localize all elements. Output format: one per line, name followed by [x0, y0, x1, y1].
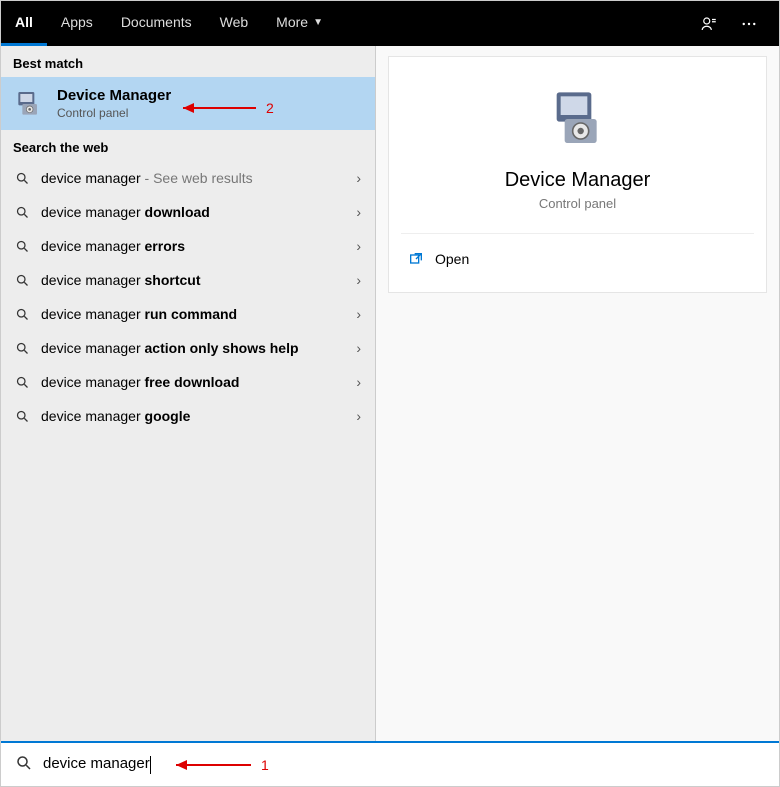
chevron-right-icon: ›	[356, 340, 361, 356]
tab-label: Web	[220, 14, 249, 30]
web-result-text: device manager action only shows help	[41, 340, 363, 356]
action-label: Open	[435, 251, 469, 267]
search-icon	[13, 271, 31, 289]
chevron-right-icon: ›	[356, 204, 361, 220]
chevron-right-icon: ›	[356, 238, 361, 254]
tab-label: All	[15, 14, 33, 30]
chevron-right-icon: ›	[356, 306, 361, 322]
preview-app-icon	[546, 87, 610, 151]
chevron-right-icon: ›	[356, 272, 361, 288]
web-results-header: Search the web	[1, 130, 375, 161]
search-bar[interactable]: device manager	[1, 741, 779, 786]
web-result-item[interactable]: device manager google›	[1, 399, 375, 433]
best-match-title: Device Manager	[57, 87, 171, 104]
open-icon	[407, 250, 425, 268]
results-panel: Best match Device Manager Control panel …	[1, 46, 376, 741]
tab-all[interactable]: All	[1, 1, 47, 46]
preview-card: Device Manager Control panel Open	[388, 56, 767, 293]
chevron-right-icon: ›	[356, 170, 361, 186]
tab-label: Documents	[121, 14, 192, 30]
search-icon	[13, 237, 31, 255]
web-result-item[interactable]: device manager errors›	[1, 229, 375, 263]
text-caret	[150, 756, 151, 774]
web-result-item[interactable]: device manager free download›	[1, 365, 375, 399]
search-icon	[13, 339, 31, 357]
top-tabs-bar: All Apps Documents Web More ▼	[1, 1, 779, 46]
web-result-item[interactable]: device manager download›	[1, 195, 375, 229]
preview-subtitle: Control panel	[401, 196, 754, 211]
web-result-text: device manager download	[41, 204, 363, 220]
tab-web[interactable]: Web	[206, 1, 263, 46]
tab-more[interactable]: More ▼	[262, 1, 337, 46]
web-results-list: device manager - See web results›device …	[1, 161, 375, 433]
web-result-item[interactable]: device manager action only shows help›	[1, 331, 375, 365]
search-icon	[13, 169, 31, 187]
tab-label: More	[276, 14, 308, 30]
more-options-icon[interactable]	[729, 1, 769, 46]
search-icon	[13, 203, 31, 221]
search-icon	[13, 373, 31, 391]
feedback-icon[interactable]	[689, 1, 729, 46]
web-result-item[interactable]: device manager shortcut›	[1, 263, 375, 297]
search-icon	[13, 305, 31, 323]
web-result-text: device manager errors	[41, 238, 363, 254]
web-result-text: device manager - See web results	[41, 170, 363, 186]
search-input-text[interactable]: device manager	[43, 755, 151, 773]
web-result-item[interactable]: device manager - See web results›	[1, 161, 375, 195]
web-result-text: device manager google	[41, 408, 363, 424]
chevron-right-icon: ›	[356, 408, 361, 424]
search-icon	[15, 754, 33, 775]
preview-title: Device Manager	[401, 169, 754, 192]
web-result-text: device manager free download	[41, 374, 363, 390]
preview-actions: Open	[401, 233, 754, 278]
preview-panel: Device Manager Control panel Open	[376, 46, 779, 741]
web-result-item[interactable]: device manager run command›	[1, 297, 375, 331]
chevron-right-icon: ›	[356, 374, 361, 390]
best-match-subtitle: Control panel	[57, 106, 171, 120]
best-match-text: Device Manager Control panel	[57, 87, 171, 120]
chevron-down-icon: ▼	[313, 17, 323, 28]
search-scope-tabs: All Apps Documents Web More ▼	[1, 1, 337, 46]
search-value: device manager	[43, 755, 150, 772]
action-open[interactable]: Open	[401, 240, 754, 278]
device-manager-icon	[13, 88, 45, 120]
tab-apps[interactable]: Apps	[47, 1, 107, 46]
best-match-result[interactable]: Device Manager Control panel	[1, 77, 375, 130]
web-result-text: device manager shortcut	[41, 272, 363, 288]
tab-documents[interactable]: Documents	[107, 1, 206, 46]
web-result-text: device manager run command	[41, 306, 363, 322]
best-match-header: Best match	[1, 46, 375, 77]
tab-label: Apps	[61, 14, 93, 30]
search-icon	[13, 407, 31, 425]
